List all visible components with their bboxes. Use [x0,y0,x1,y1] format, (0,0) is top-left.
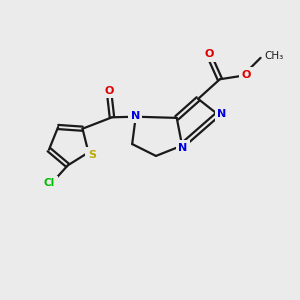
Text: O: O [205,49,214,59]
Text: N: N [217,109,226,119]
Text: S: S [88,150,96,160]
Text: O: O [105,86,114,96]
Text: CH₃: CH₃ [264,51,284,62]
Text: N: N [130,111,140,121]
Text: O: O [242,70,251,80]
Text: Cl: Cl [44,178,55,188]
Text: N: N [178,143,187,153]
